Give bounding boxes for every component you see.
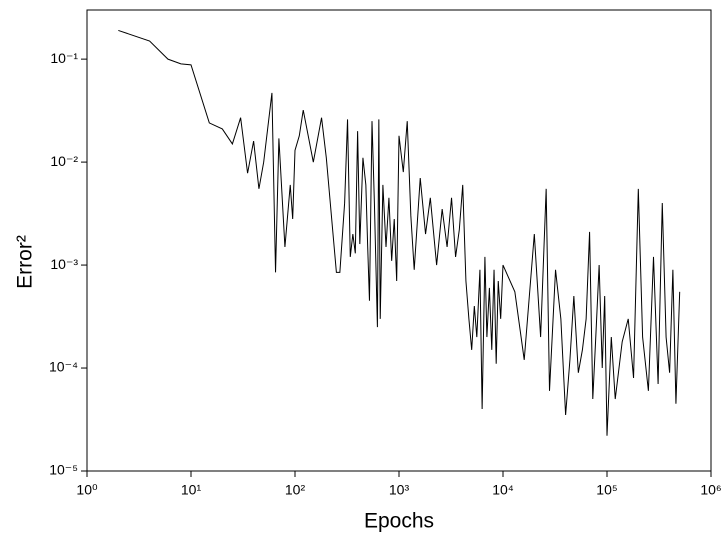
x-tick-label: 10⁵	[596, 482, 617, 498]
y-tick-label: 10⁻⁴	[49, 359, 78, 375]
y-tick-label: 10⁻⁵	[49, 462, 78, 478]
y-tick-label: 10⁻¹	[50, 50, 78, 66]
y-tick-label: 10⁻³	[50, 256, 78, 272]
x-tick-label: 10²	[285, 482, 306, 498]
x-tick-label: 10⁶	[700, 482, 721, 498]
x-tick-label: 10⁰	[76, 482, 98, 498]
y-axis-title: Error²	[14, 235, 37, 289]
data-line	[118, 29, 681, 436]
y-tick-label: 10⁻²	[50, 153, 78, 169]
x-tick-label: 10⁴	[492, 482, 514, 498]
x-tick-label: 10³	[389, 482, 410, 498]
plot-frame	[86, 9, 712, 472]
x-tick-label: 10¹	[181, 482, 202, 498]
x-axis-title: Epochs	[364, 510, 434, 533]
